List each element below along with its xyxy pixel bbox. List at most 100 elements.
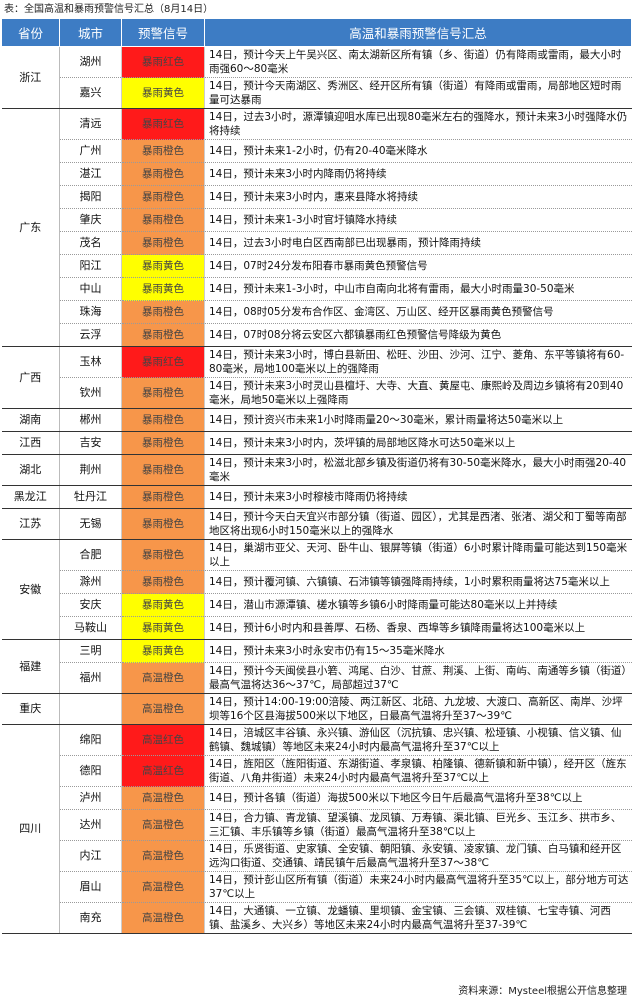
table-row: 湖北 荆州 暴雨橙色 14日，预计未来3小时，松滋北部乡镇及街道仍将有30-50毫米降…	[1, 454, 632, 486]
signal-cell: 高温橙色	[121, 840, 205, 872]
city-cell: 嘉兴	[59, 77, 122, 109]
table-row: 湖南 郴州 暴雨橙色 14日，预计资兴市未来1小时降雨量20～30毫米，累计雨量将达5…	[1, 408, 632, 432]
signal-cell: 高温红色	[121, 724, 205, 756]
signal-cell: 暴雨黄色	[121, 277, 205, 301]
city-cell: 德阳	[59, 755, 122, 787]
summary-cell: 14日，旌阳区（旌阳街道、东湖街道、孝泉镇、柏隆镇、德新镇和新中镇），经开区（旌…	[204, 755, 632, 787]
summary-cell: 14日，潜山市源潭镇、槎水镇等乡镇6小时降雨量可能达80毫米以上并持续	[204, 593, 632, 617]
summary-cell: 14日，预计未来1-3小时，中山市自南向北将有雷雨，最大小时雨量30-50毫米	[204, 277, 632, 301]
signal-cell: 暴雨橙色	[121, 570, 205, 594]
signal-cell: 暴雨黄色	[121, 616, 205, 640]
table-row: 肇庆 暴雨橙色 14日，预计未来1-3小时官圩镇降水持续	[2, 208, 632, 232]
city-cell: 三明	[59, 639, 122, 663]
signal-cell: 高温橙色	[121, 871, 205, 903]
province-cell: 广东	[1, 108, 60, 347]
city-cell: 玉林	[59, 346, 122, 378]
signal-cell: 暴雨橙色	[121, 508, 205, 540]
signal-cell: 高温橙色	[121, 786, 205, 810]
warning-table: 省份 城市 预警信号 高温和暴雨预警信号汇总 浙江 湖州 暴雨红色 14日，预计今天上午吴兴…	[1, 18, 632, 934]
summary-cell: 14日，预计未来1-2小时，仍有20-40毫米降水	[204, 139, 632, 163]
table-row: 钦州 暴雨橙色 14日，预计未来3小时灵山县檀圩、大寺、大直、黄屋屯、康熙岭及周边乡…	[2, 377, 632, 409]
table-row: 江苏 无锡 暴雨橙色 14日，预计今天白天宜兴市部分镇（街道、园区），尤其是西渚、张渚…	[1, 508, 632, 540]
table-row: 黑龙江 牡丹江 暴雨橙色 14日，预计未来3小时穆棱市降雨仍将持续	[1, 485, 632, 509]
summary-cell: 14日，预计未来3小时内降雨仍将持续	[204, 162, 632, 186]
city-cell: 珠海	[59, 300, 122, 324]
summary-cell: 14日，大通镇、一立镇、龙蟠镇、里坝镇、金宝镇、三会镇、双桂镇、七宝寺镇、河西镇…	[204, 902, 632, 934]
summary-cell: 14日，预计今天南湖区、秀洲区、经开区所有镇（街道）有降雨或雷雨，局部地区短时雨…	[204, 77, 632, 109]
city-cell: 钦州	[59, 377, 122, 409]
signal-cell: 暴雨黄色	[121, 593, 205, 617]
summary-cell: 14日，预计各镇（街道）海拔500米以下地区今日午后最高气温将升至38℃以上	[204, 786, 632, 810]
table-row: 福建 三明 暴雨黄色 14日，预计未来3小时永安市仍有15～35毫米降水	[1, 639, 632, 694]
title: 表：全国高温和暴雨预警信号汇总（8月14日）	[4, 4, 214, 15]
signal-cell: 高温橙色	[121, 809, 205, 841]
city-cell: 郴州	[59, 408, 122, 432]
province-cell: 重庆	[1, 693, 60, 725]
province-cell: 广西	[1, 346, 60, 409]
signal-cell: 暴雨橙色	[121, 231, 205, 255]
summary-cell: 14日，涪城区丰谷镇、永兴镇、游仙区（沉抗镇、忠兴镇、松垭镇、小枧镇、信义镇、仙…	[204, 724, 632, 756]
table-row: 浙江 湖州 暴雨红色 14日，预计今天上午吴兴区、南太湖新区所有镇（乡、街道）仍有降雨…	[1, 46, 632, 109]
city-cell: 南充	[59, 902, 122, 934]
summary-cell: 14日，乐贤街道、史家镇、全安镇、朝阳镇、永安镇、凌家镇、龙门镇、白马镇和经开区…	[204, 840, 632, 872]
table-row: 泸州 高温橙色 14日，预计各镇（街道）海拔500米以下地区今日午后最高气温将升至3…	[2, 786, 632, 810]
city-cell: 绵阳	[59, 724, 122, 756]
table-row: 达州 高温橙色 14日，合力镇、青龙镇、望溪镇、龙凤镇、万寿镇、渠北镇、巨光乡、玉江…	[2, 809, 632, 841]
header-cell: 城市	[59, 18, 122, 47]
city-cell: 阳江	[59, 254, 122, 278]
summary-cell: 14日，预计未来3小时穆棱市降雨仍将持续	[204, 485, 632, 509]
signal-cell: 暴雨红色	[121, 46, 205, 78]
table-row: 南充 高温橙色 14日，大通镇、一立镇、龙蟠镇、里坝镇、金宝镇、三会镇、双桂镇、七宝…	[2, 902, 632, 934]
table-row: 广东 清远 暴雨红色 14日，过去3小时，源潭镇迎咀水库已出现80毫米左右的强降水，预…	[1, 108, 632, 347]
province-cell: 湖南	[1, 408, 60, 432]
table-row: 马鞍山 暴雨黄色 14日，预计6小时内和县善厚、石杨、香泉、西埠等乡镇降雨量将达10…	[2, 616, 632, 640]
table-row: 湛江 暴雨橙色 14日，预计未来3小时内降雨仍将持续	[2, 162, 632, 186]
table-row: 安庆 暴雨黄色 14日，潜山市源潭镇、槎水镇等乡镇6小时降雨量可能达80毫米以上并持…	[2, 593, 632, 617]
signal-cell: 暴雨橙色	[121, 408, 205, 432]
table-row: 中山 暴雨黄色 14日，预计未来1-3小时，中山市自南向北将有雷雨，最大小时雨量30…	[2, 277, 632, 301]
city-cell	[59, 693, 122, 725]
city-cell: 吉安	[59, 431, 122, 455]
summary-cell: 14日，合力镇、青龙镇、望溪镇、龙凤镇、万寿镇、渠北镇、巨光乡、玉江乡、拱市乡、…	[204, 809, 632, 841]
signal-cell: 高温红色	[121, 755, 205, 787]
signal-cell: 暴雨红色	[121, 346, 205, 378]
summary-cell: 14日，预计未来3小时内，惠来县降水将持续	[204, 185, 632, 209]
signal-cell: 暴雨橙色	[121, 162, 205, 186]
summary-cell: 14日，过去3小时电白区西南部已出现暴雨，预计降雨持续	[204, 231, 632, 255]
city-cell: 湛江	[59, 162, 122, 186]
summary-cell: 14日，预计6小时内和县善厚、石杨、香泉、西埠等乡镇降雨量将达100毫米以上	[204, 616, 632, 640]
city-cell: 眉山	[59, 871, 122, 903]
summary-cell: 14日，预计未来3小时永安市仍有15～35毫米降水	[204, 639, 632, 663]
table-row: 安徽 合肥 暴雨橙色 14日，巢湖市亚父、天河、卧牛山、银屏等镇（街道）6小时累计降雨…	[1, 539, 632, 640]
province-cell: 江苏	[1, 508, 60, 540]
source-note: 资料来源：Mysteel根据公开信息整理	[458, 986, 627, 997]
province-cell: 安徽	[1, 539, 60, 640]
city-cell: 中山	[59, 277, 122, 301]
city-cell: 安庆	[59, 593, 122, 617]
city-cell: 云浮	[59, 323, 122, 347]
summary-cell: 14日，预计今天白天宜兴市部分镇（街道、园区），尤其是西渚、张渚、湖父和丁蜀等南…	[204, 508, 632, 540]
summary-cell: 14日，预计未来3小时，博白县新田、松旺、沙田、沙河、江宁、菱角、东平等镇将有6…	[204, 346, 632, 378]
signal-cell: 高温橙色	[121, 693, 205, 725]
signal-cell: 暴雨橙色	[121, 539, 205, 571]
table-row: 茂名 暴雨橙色 14日，过去3小时电白区西南部已出现暴雨，预计降雨持续	[2, 231, 632, 255]
summary-cell: 14日，预计资兴市未来1小时降雨量20～30毫米，累计雨量将达50毫米以上	[204, 408, 632, 432]
city-cell: 泸州	[59, 786, 122, 810]
table-row: 广州 暴雨橙色 14日，预计未来1-2小时，仍有20-40毫米降水	[2, 139, 632, 163]
signal-cell: 高温橙色	[121, 662, 205, 694]
signal-cell: 暴雨橙色	[121, 485, 205, 509]
summary-cell: 14日，预计覆河镇、六镇镇、石沛镇等镇强降雨持续，1小时累积雨量将达75毫米以上	[204, 570, 632, 594]
city-cell: 合肥	[59, 539, 122, 571]
header-row: 省份 城市 预警信号 高温和暴雨预警信号汇总	[1, 18, 632, 47]
table-row: 滁州 暴雨橙色 14日，预计覆河镇、六镇镇、石沛镇等镇强降雨持续，1小时累积雨量将达…	[2, 570, 632, 594]
table-row: 江西 吉安 暴雨橙色 14日，预计未来3小时内，茨坪镇的局部地区降水可达50毫米以上	[1, 431, 632, 455]
city-cell: 广州	[59, 139, 122, 163]
table-body: 浙江 湖州 暴雨红色 14日，预计今天上午吴兴区、南太湖新区所有镇（乡、街道）仍有降雨…	[1, 46, 632, 934]
signal-cell: 高温橙色	[121, 902, 205, 934]
table-row: 内江 高温橙色 14日，乐贤街道、史家镇、全安镇、朝阳镇、永安镇、凌家镇、龙门镇、白…	[2, 840, 632, 872]
city-cell: 茂名	[59, 231, 122, 255]
province-cell: 湖北	[1, 454, 60, 486]
province-cell: 浙江	[1, 46, 60, 109]
summary-cell: 14日，预计未来1-3小时官圩镇降水持续	[204, 208, 632, 232]
